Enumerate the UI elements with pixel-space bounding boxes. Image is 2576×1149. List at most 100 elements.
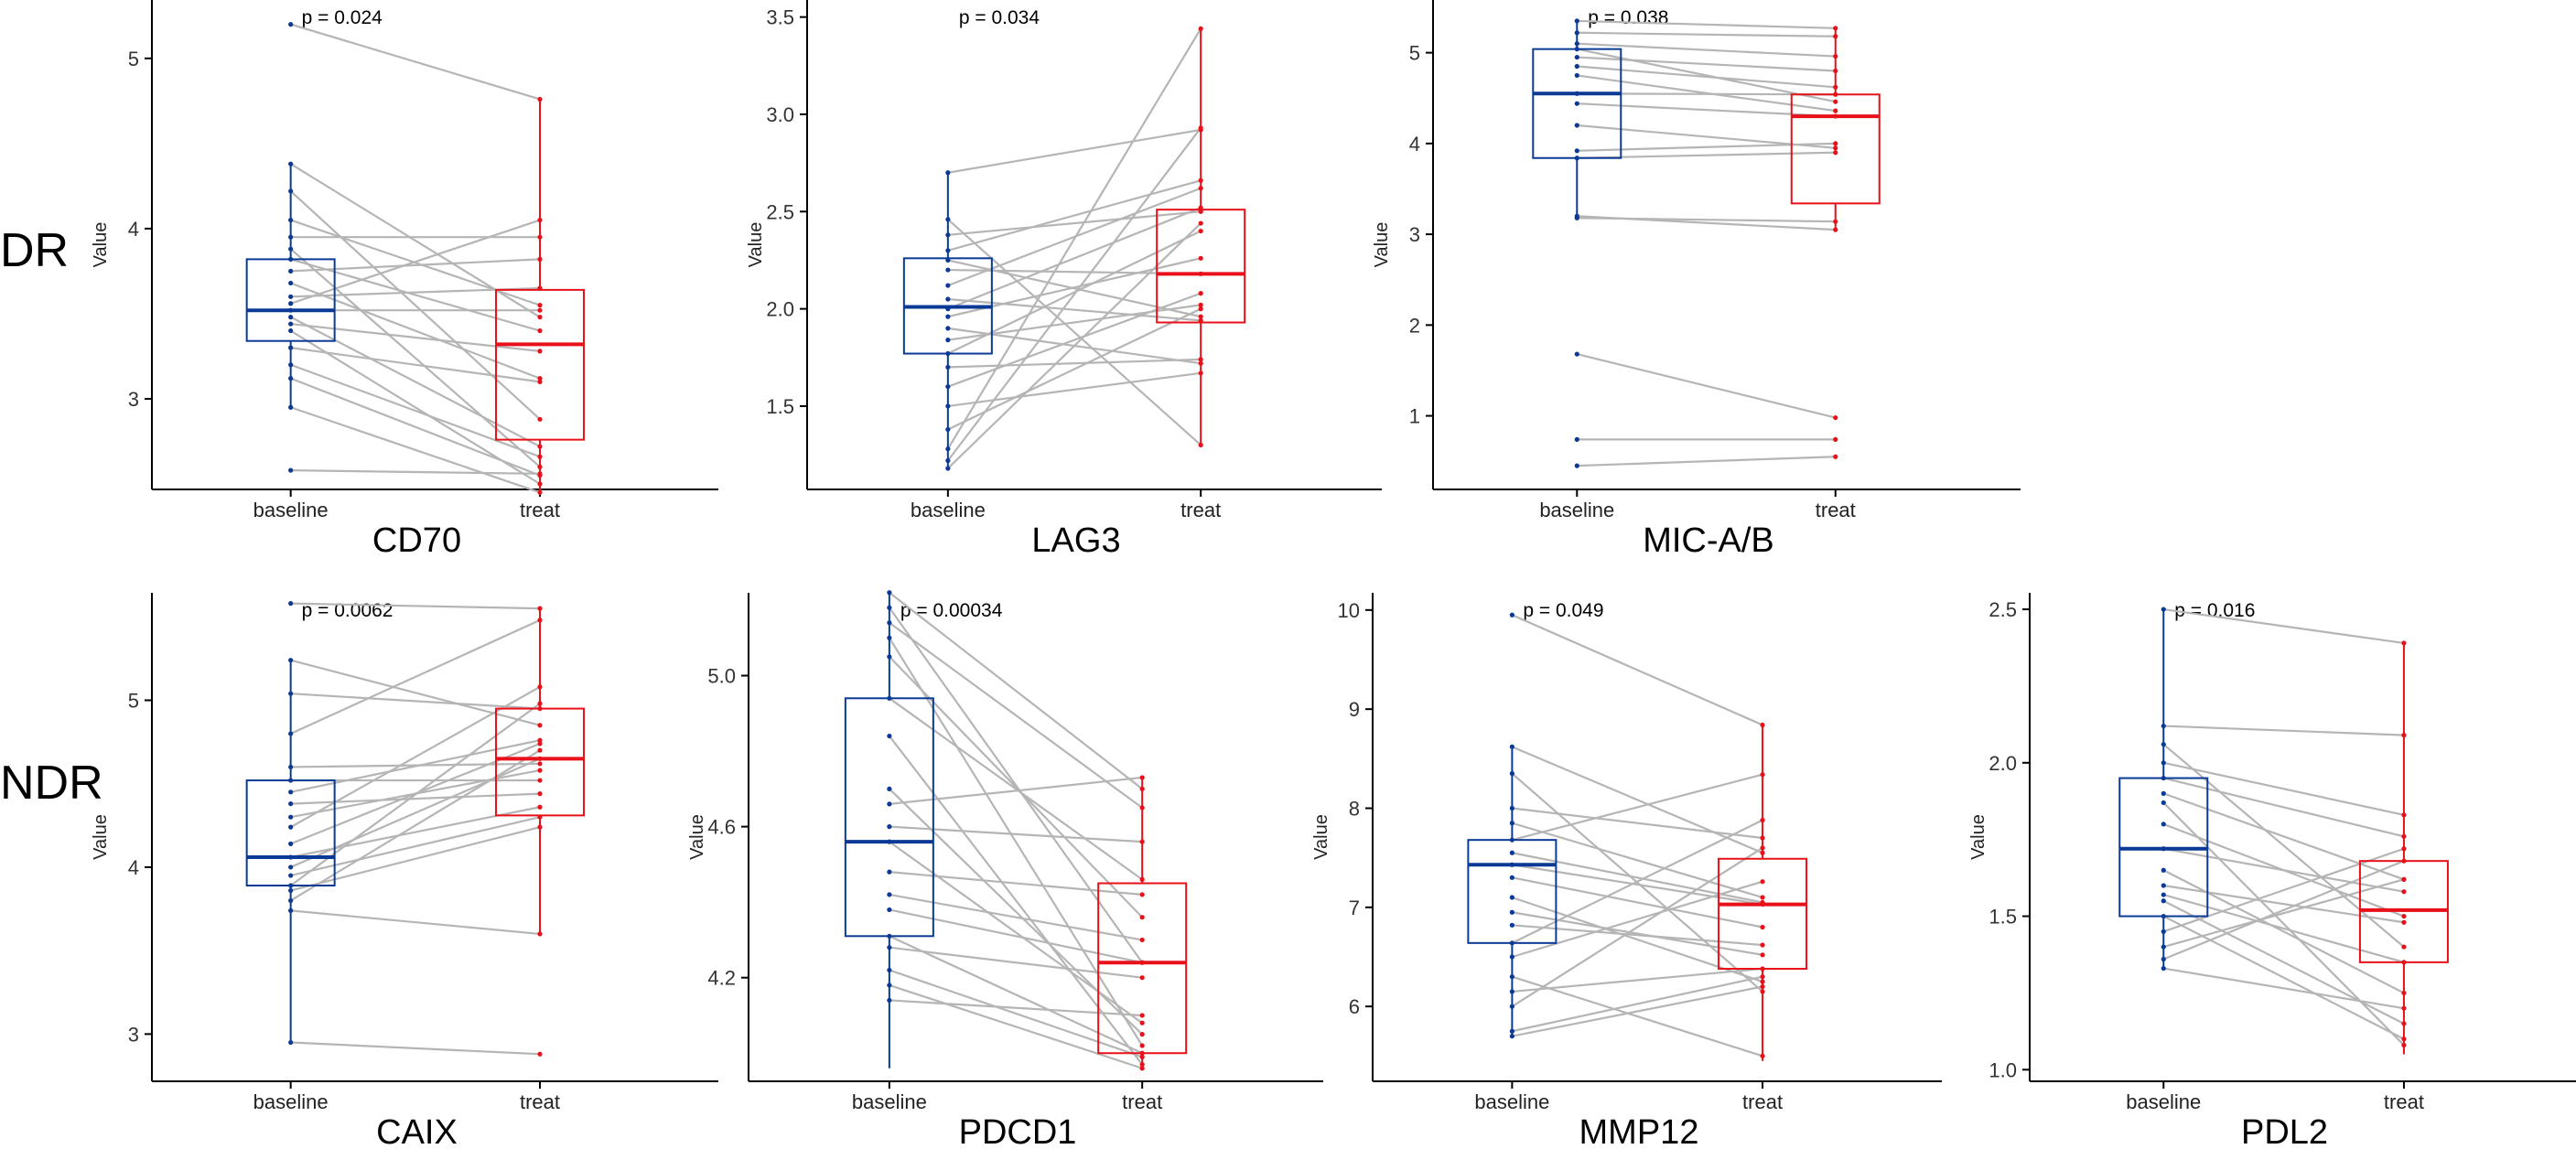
data-point-treat [1198, 228, 1203, 234]
panel-title: PDL2 [2241, 1113, 2328, 1149]
paired-line [947, 179, 1202, 252]
data-point-treat [1139, 892, 1145, 897]
data-point-baseline [2161, 883, 2166, 888]
data-point-treat [1760, 1053, 1765, 1058]
data-point-baseline [945, 283, 951, 288]
data-point-treat [1198, 205, 1203, 210]
paired-line [946, 27, 1202, 450]
data-point-baseline [887, 733, 892, 739]
data-point-baseline [887, 892, 892, 897]
data-point-baseline [1574, 351, 1579, 357]
data-point-baseline [2161, 760, 2166, 766]
data-point-treat [1198, 317, 1203, 323]
data-point-treat [1139, 1062, 1145, 1068]
paired-line [290, 469, 541, 475]
data-point-baseline [1509, 770, 1514, 777]
data-point-treat [537, 489, 543, 495]
y-tick-label: 3 [128, 388, 139, 411]
data-point-baseline [887, 907, 892, 913]
paired-line [889, 621, 1143, 809]
data-point-baseline [1509, 850, 1514, 855]
paired-line [947, 230, 1202, 355]
paired-line [1512, 975, 1763, 1058]
data-point-baseline [2161, 607, 2166, 612]
data-point-baseline [887, 786, 892, 791]
y-tick-label: 4 [128, 218, 139, 241]
data-point-treat [1198, 360, 1203, 366]
y-tick-label: 8 [1349, 798, 1360, 821]
data-point-baseline [887, 933, 892, 939]
data-point-baseline [288, 864, 294, 870]
data-point-treat [1139, 839, 1145, 844]
row-label-ndr: NDR [0, 757, 103, 810]
data-point-treat [2401, 846, 2407, 852]
data-point-treat [537, 328, 543, 334]
data-point-baseline [288, 907, 294, 913]
data-point-treat [1198, 26, 1203, 31]
paired-line [290, 363, 541, 458]
data-point-treat [537, 96, 543, 102]
paired-line [947, 371, 1202, 408]
paired-line [889, 656, 1143, 918]
paired-line [946, 127, 1202, 462]
data-point-baseline [945, 466, 951, 471]
paired-line [888, 637, 1144, 1047]
data-point-treat [537, 481, 543, 487]
data-point-baseline [945, 314, 951, 319]
paired-line [290, 749, 541, 902]
paired-line [290, 316, 541, 448]
data-point-baseline [2161, 742, 2166, 747]
y-axis-label: Value [1372, 222, 1392, 268]
data-point-treat [537, 444, 543, 449]
data-point-baseline [1509, 837, 1514, 843]
data-point-baseline [1574, 72, 1579, 79]
data-point-treat [1139, 915, 1145, 920]
x-tick-label-baseline: baseline [1474, 1090, 1549, 1113]
paired-line [290, 693, 541, 710]
data-point-treat [537, 315, 543, 320]
data-point-baseline [288, 658, 294, 663]
paired-line [889, 969, 1143, 1058]
data-point-treat [537, 376, 543, 381]
data-point-treat [1139, 876, 1145, 882]
x-tick-label-baseline: baseline [911, 499, 986, 521]
data-point-treat [537, 303, 543, 308]
data-point-baseline [2161, 790, 2166, 796]
data-point-baseline [2161, 898, 2166, 904]
box-treat [1097, 882, 1188, 1055]
data-point-treat [537, 464, 543, 469]
data-point-baseline [1509, 954, 1514, 960]
data-point-baseline [1574, 41, 1579, 47]
paired-line [290, 258, 541, 332]
data-point-treat [1760, 817, 1765, 823]
y-tick-label: 5 [128, 689, 139, 712]
paired-line [1577, 217, 1836, 223]
data-point-treat [1833, 91, 1838, 97]
paired-line [1512, 975, 1763, 1033]
data-point-treat [537, 791, 543, 797]
data-point-baseline [288, 22, 294, 27]
data-point-treat [1139, 805, 1145, 811]
data-point-baseline [887, 945, 892, 950]
data-point-baseline [887, 801, 892, 807]
data-point-baseline [288, 294, 294, 299]
data-point-treat [1760, 952, 1765, 958]
data-point-baseline [288, 800, 294, 807]
paired-line [947, 128, 1202, 174]
paired-line [1512, 880, 1763, 959]
x-tick-label-baseline: baseline [253, 499, 329, 521]
y-tick-label: 9 [1349, 698, 1360, 721]
data-point-treat [2401, 858, 2407, 864]
data-point-treat [1198, 314, 1203, 319]
data-point-baseline [1574, 156, 1579, 161]
data-point-baseline [945, 350, 951, 357]
data-point-treat [537, 617, 543, 623]
data-point-treat [537, 701, 543, 706]
data-point-treat [2401, 990, 2407, 996]
data-point-treat [2401, 812, 2407, 818]
data-point-treat [1760, 772, 1765, 778]
data-point-treat [537, 1051, 543, 1057]
paired-line [1512, 821, 1763, 899]
data-point-baseline [288, 778, 294, 783]
data-point-baseline [887, 695, 892, 701]
